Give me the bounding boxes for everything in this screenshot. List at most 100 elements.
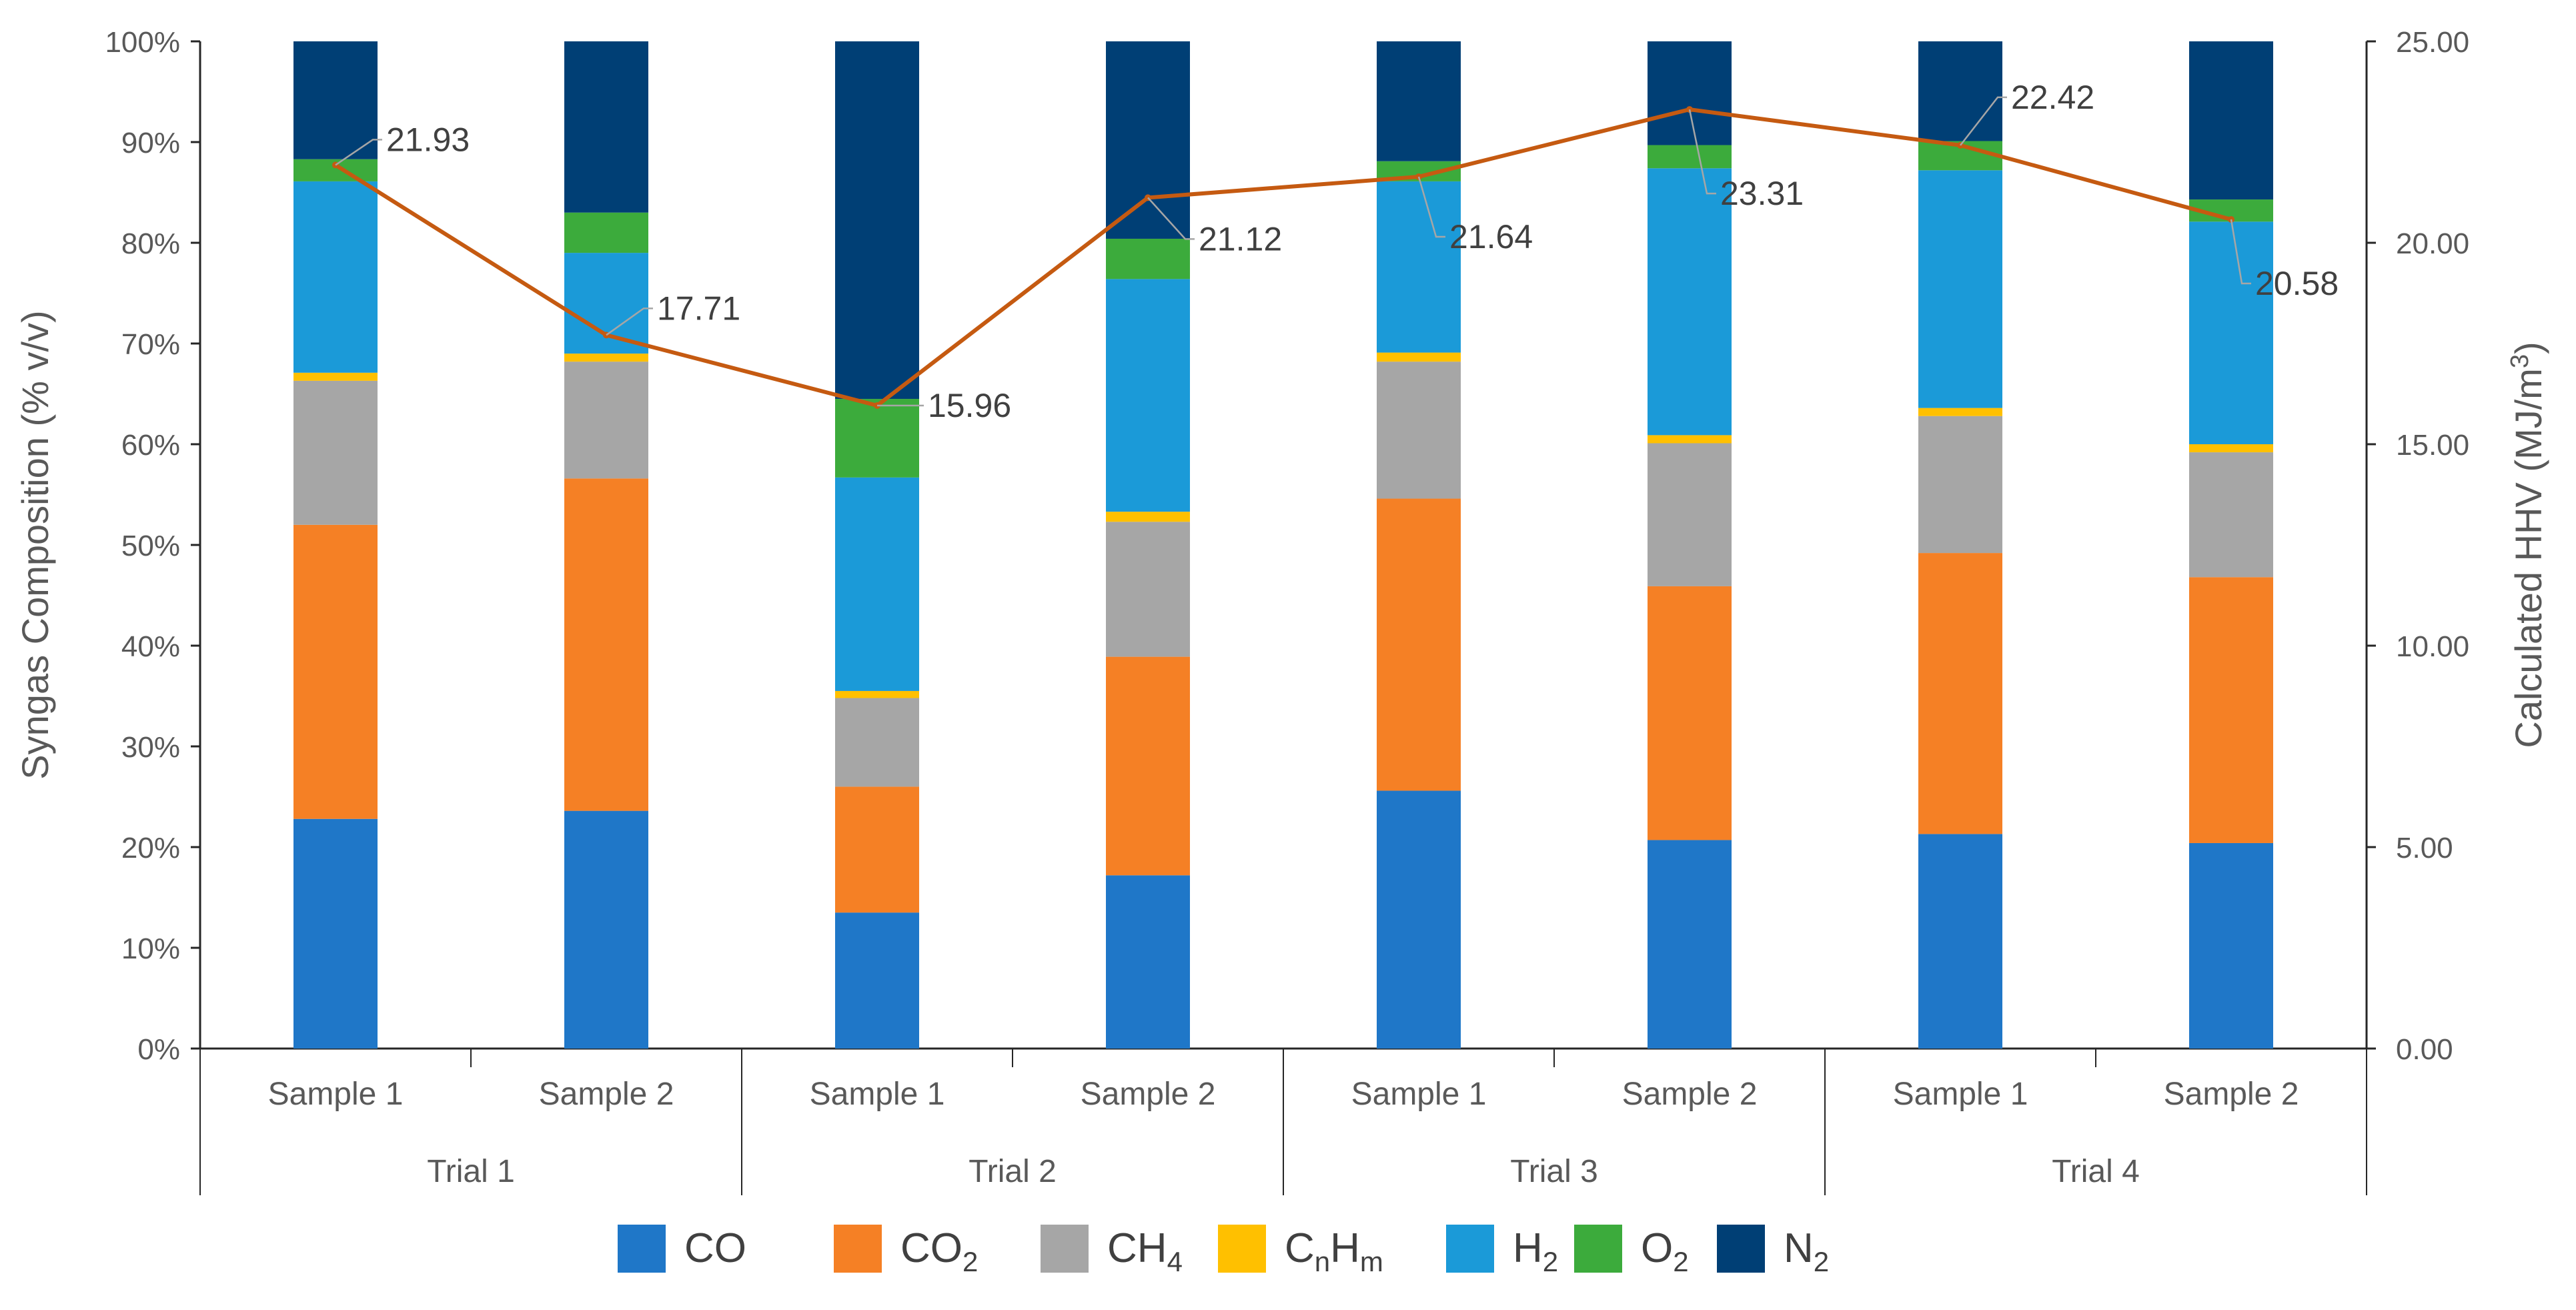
bar-segment-co	[1106, 875, 1190, 1049]
legend: CO CO2 CH4 CnHm H2 O2 N2	[618, 1225, 1829, 1277]
bars-layer	[293, 41, 2273, 1049]
bar-segment-cnhm	[1918, 408, 2002, 416]
bar-segment-cnhm	[2189, 444, 2273, 453]
legend-label-n2: N2	[1784, 1225, 1829, 1277]
y-axis-title: Syngas Composition (% v/v)	[14, 310, 56, 779]
bar-segment-n2	[1648, 41, 1732, 145]
bar-segment-n2	[1377, 41, 1461, 161]
bar-segment-h2	[1648, 168, 1732, 436]
bar-segment-ch4	[1648, 443, 1732, 586]
hhv-leader-line	[1417, 176, 1445, 238]
legend-label-co2: CO2	[900, 1225, 978, 1277]
y2-axis-title: Calculated HHV (MJ/m3)	[2506, 342, 2549, 748]
bar-segment-co	[1377, 790, 1461, 1049]
bar-segment-h2	[293, 181, 378, 373]
hhv-leader-line	[1147, 197, 1195, 240]
bar-segment-co	[835, 912, 919, 1049]
bar-segment-h2	[2189, 221, 2273, 444]
y-tick-label: 0%	[137, 1033, 180, 1066]
bar-segment-n2	[293, 41, 378, 159]
bar-segment-co	[293, 818, 378, 1049]
bar-segment-o2	[1106, 238, 1190, 279]
hhv-data-label: 15.96	[928, 387, 1011, 424]
hhv-data-label: 21.64	[1449, 218, 1533, 255]
legend-label-cnhm: CnHm	[1285, 1225, 1383, 1277]
hhv-leader-line	[606, 307, 653, 336]
x-category-label: Sample 1	[268, 1077, 404, 1112]
bar-segment-cnhm	[835, 690, 919, 698]
bar-segment-ch4	[293, 380, 378, 525]
bar-segment-h2	[1918, 170, 2002, 408]
y-tick-label: 100%	[105, 26, 180, 59]
bar-segment-co2	[293, 524, 378, 819]
bar-segment-o2	[1648, 145, 1732, 169]
x-category-label: Sample 2	[1081, 1077, 1216, 1112]
bar-segment-co2	[1648, 586, 1732, 840]
bar-segment-cnhm	[293, 372, 378, 381]
x-category-label: Sample 2	[1622, 1077, 1758, 1112]
legend-swatch-co2	[834, 1225, 882, 1273]
y-tick-label: 30%	[121, 731, 180, 764]
legend-swatch-ch4	[1041, 1225, 1089, 1273]
y-tick-label: 50%	[121, 530, 180, 562]
bar-segment-cnhm	[564, 354, 648, 362]
bar-segment-co	[1648, 840, 1732, 1049]
legend-label-ch4: CH4	[1107, 1225, 1183, 1277]
hhv-leader-line	[1688, 109, 1716, 195]
bar-segment-co2	[564, 478, 648, 811]
y-tick-label: 60%	[121, 429, 180, 462]
bar-segment-co2	[1106, 656, 1190, 876]
y-tick-label: 40%	[121, 630, 180, 663]
y2-tick-label: 20.00	[2396, 227, 2469, 260]
x-category-label: Sample 1	[1893, 1077, 2028, 1112]
bar-segment-ch4	[1918, 416, 2002, 554]
bar-segment-ch4	[1377, 362, 1461, 499]
x-category-label: Sample 2	[2164, 1077, 2299, 1112]
bar-segment-co2	[835, 786, 919, 913]
hhv-data-label: 22.42	[2011, 79, 2094, 116]
bar-segment-h2	[1377, 181, 1461, 353]
hhv-leader-line	[1960, 96, 2007, 146]
y-tick-label: 70%	[121, 328, 180, 361]
bar-segment-co2	[1377, 498, 1461, 791]
legend-label-h2: H2	[1513, 1225, 1558, 1277]
legend-swatch-cnhm	[1218, 1225, 1266, 1273]
bar-segment-n2	[1918, 41, 2002, 141]
bar-segment-h2	[835, 477, 919, 691]
bar-segment-o2	[564, 212, 648, 253]
x-group-label: Trial 3	[1510, 1154, 1598, 1189]
y2-tick-label: 0.00	[2396, 1033, 2453, 1066]
bar-segment-co2	[2189, 577, 2273, 843]
bar-segment-cnhm	[1106, 512, 1190, 522]
legend-swatch-o2	[1574, 1225, 1622, 1273]
y2-tick-label: 10.00	[2396, 630, 2469, 663]
bar-segment-n2	[564, 41, 648, 213]
bar-segment-co	[2189, 842, 2273, 1049]
labels-layer: 21.93 17.71 15.96 21.12 21.64 23.31 22.42 20.58	[335, 79, 2339, 424]
hhv-data-label: 21.93	[386, 121, 470, 158]
x-category-label: Sample 1	[810, 1077, 945, 1112]
legend-swatch-co	[618, 1225, 666, 1273]
hhv-data-label: 20.58	[2255, 265, 2339, 302]
hhv-data-label: 23.31	[1720, 175, 1804, 212]
bar-segment-cnhm	[1648, 435, 1732, 444]
x-group-label: Trial 1	[427, 1154, 515, 1189]
bar-segment-h2	[1106, 279, 1190, 512]
hhv-data-label: 21.12	[1199, 220, 1282, 257]
legend-swatch-n2	[1717, 1225, 1765, 1273]
bar-segment-cnhm	[1377, 352, 1461, 362]
bar-segment-h2	[564, 253, 648, 354]
bar-segment-o2	[835, 399, 919, 478]
bar-segment-ch4	[564, 362, 648, 479]
bar-segment-n2	[2189, 41, 2273, 200]
x-group-label: Trial 2	[969, 1154, 1057, 1189]
y-tick-label: 80%	[121, 227, 180, 260]
bar-segment-co	[564, 810, 648, 1049]
bar-segment-ch4	[1106, 522, 1190, 657]
hhv-line	[334, 107, 2232, 408]
bar-segment-n2	[1106, 41, 1190, 239]
x-category-label: Sample 2	[539, 1077, 674, 1112]
hhv-leader-line	[335, 139, 382, 166]
hhv-data-label: 17.71	[657, 289, 740, 327]
